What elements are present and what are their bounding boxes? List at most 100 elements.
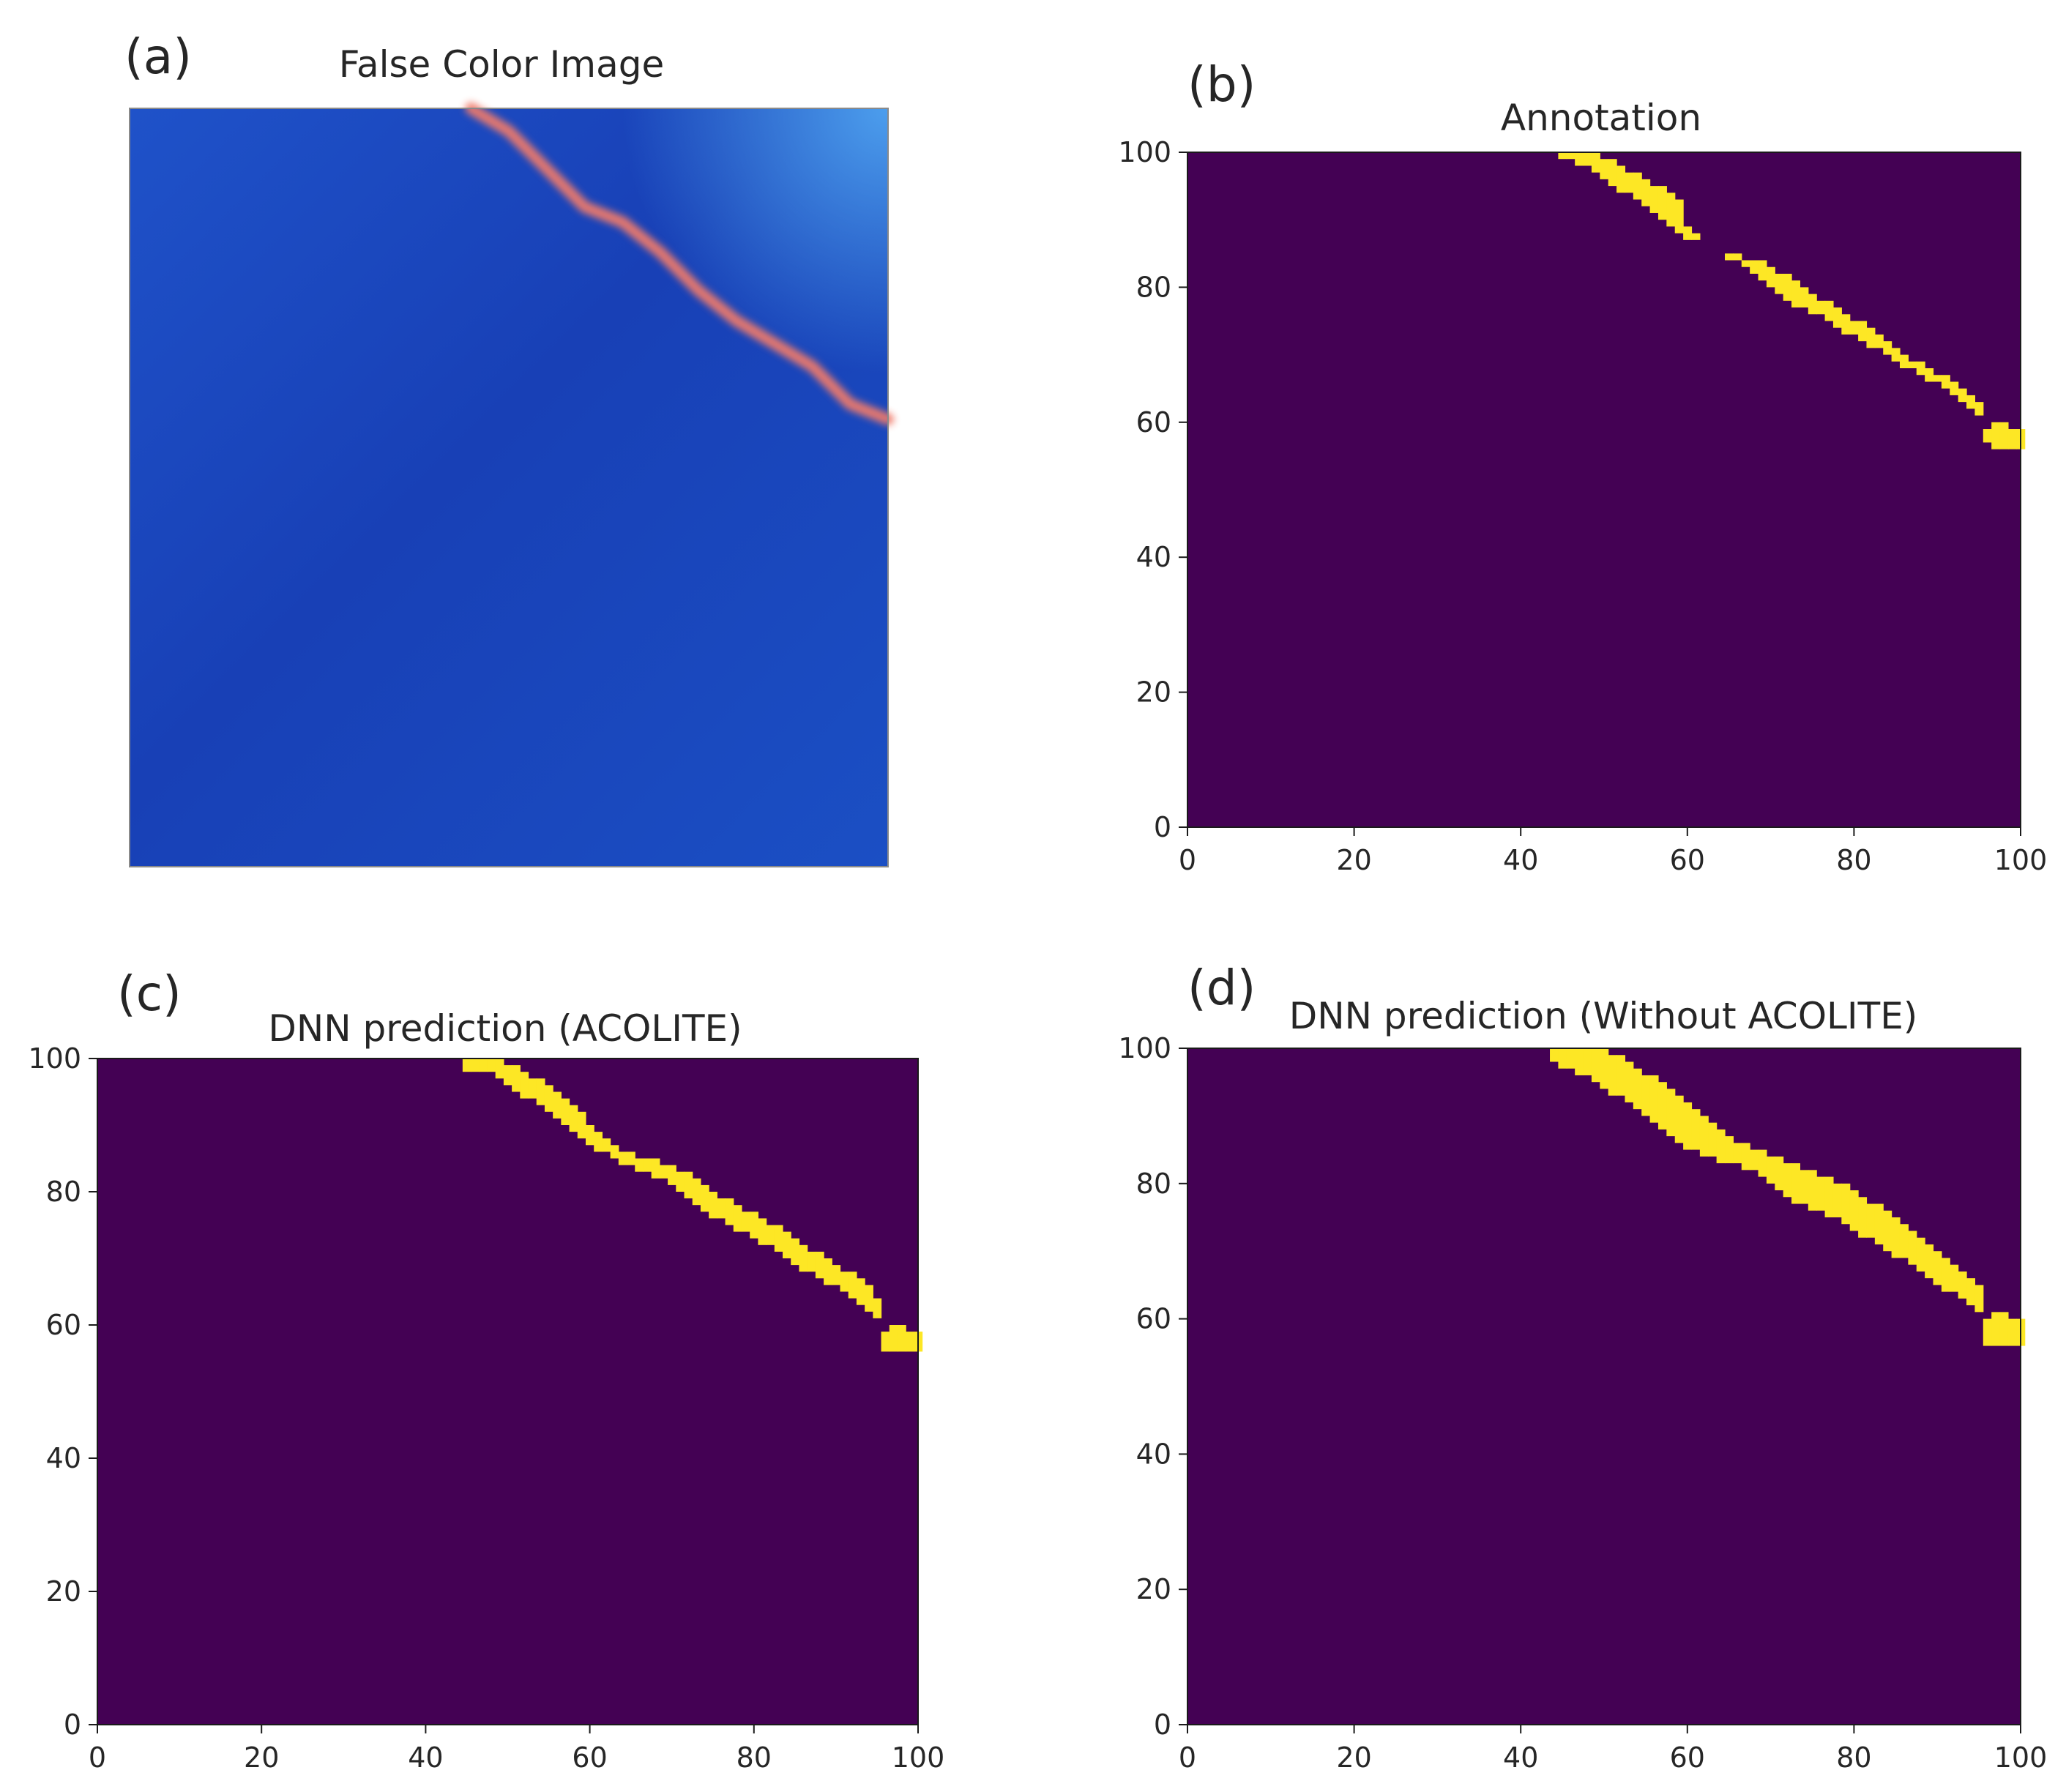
- mask-cell: [1858, 321, 1868, 342]
- mask-cell: [1908, 1231, 1917, 1265]
- panel-c: (c) DNN prediction (ACOLITE) 0 20 40 60 80 10…: [28, 966, 944, 1774]
- mask-cell: [1974, 1285, 1984, 1313]
- mask-cell: [1899, 354, 1909, 369]
- mask-cell: [602, 1138, 611, 1152]
- mask-cell: [807, 1251, 816, 1272]
- mask-cell: [783, 1231, 791, 1258]
- mask-cell: [1600, 159, 1609, 179]
- mask-cell: [1750, 260, 1759, 274]
- mask-cell: [1558, 1048, 1567, 1069]
- without-acolite-prediction-plot: 0 20 40 60 80 100 0 20 40 60 80 100: [1118, 1032, 2047, 1774]
- mask-cell: [1999, 422, 2009, 449]
- mask-cell: [1958, 388, 1967, 403]
- mask-cell: [1908, 361, 1917, 369]
- axes-frame: [1187, 152, 2021, 828]
- mask-cell: [1950, 1264, 1959, 1292]
- mask-cell: [1891, 1217, 1901, 1258]
- mask-cell: [1550, 1048, 1559, 1062]
- mask-cell: [1674, 1095, 1684, 1143]
- mask-cell: [561, 1098, 570, 1125]
- mask-cell: [1916, 1237, 1925, 1272]
- mask-cell: [577, 1111, 586, 1139]
- mask-cell: [627, 1151, 635, 1165]
- mask-cell: [1832, 307, 1842, 328]
- mask-cell: [1683, 1102, 1693, 1150]
- mask-cell: [594, 1132, 603, 1152]
- mask-cell: [1816, 1176, 1826, 1211]
- x-tick-label: 0: [89, 1741, 106, 1774]
- mask-cell: [881, 1332, 890, 1352]
- panel-d: (d) DNN prediction (Without ACOLITE) 0 20…: [1118, 960, 2047, 1774]
- mask-cell: [1725, 253, 1734, 261]
- x-tick-label: 0: [1179, 1741, 1196, 1774]
- mask-cell: [1741, 260, 1750, 267]
- mask-cell: [1891, 348, 1901, 362]
- mask-cell: [1766, 1156, 1775, 1184]
- mask-cell: [471, 1059, 480, 1072]
- x-tick-label: 40: [408, 1741, 443, 1774]
- mask-cell: [1899, 1224, 1909, 1258]
- mask-cell: [635, 1158, 644, 1172]
- y-tick-label: 20: [1136, 1573, 1171, 1605]
- mask-cell: [1941, 375, 1950, 389]
- mask-cell: [1966, 395, 1976, 409]
- mask-cell: [684, 1171, 693, 1199]
- mask-cell: [1716, 1129, 1726, 1164]
- mask-cell: [1816, 300, 1826, 315]
- mask-cell: [1800, 1170, 1809, 1204]
- mask-cell: [799, 1244, 808, 1272]
- mask-cell: [1575, 1048, 1584, 1075]
- y-tick-label: 40: [1136, 541, 1171, 573]
- mask-cell: [2007, 429, 2017, 449]
- panel-b-label: (b): [1187, 56, 1256, 113]
- mask-cell: [1849, 1190, 1859, 1231]
- mask-cell: [1708, 1122, 1718, 1157]
- mask-cell: [1633, 1068, 1642, 1110]
- axes-frame: [97, 1058, 919, 1725]
- heatmap-background: [1187, 152, 2021, 827]
- mask-cell: [1874, 334, 1884, 348]
- y-tick-label: 0: [1154, 1709, 1171, 1741]
- mask-cell: [1800, 287, 1809, 308]
- mask-cell: [1566, 152, 1575, 160]
- mask-cell: [528, 1078, 537, 1099]
- mask-cell: [856, 1278, 865, 1305]
- x-tick-label: 60: [1670, 1741, 1705, 1774]
- x-tick-label: 80: [736, 1741, 772, 1774]
- x-tick-label: 80: [1836, 1741, 1871, 1774]
- mask-cell: [1925, 368, 1934, 382]
- mask-cell: [791, 1238, 800, 1266]
- mask-cell: [1733, 253, 1742, 261]
- mask-cell: [1558, 152, 1567, 160]
- x-tick-label: 40: [1503, 844, 1538, 876]
- mask-cell: [1657, 1082, 1667, 1130]
- mask-cell: [709, 1192, 717, 1219]
- panel-b-title: Annotation: [1501, 97, 1701, 139]
- mask-cell: [840, 1272, 849, 1292]
- mask-cell: [1616, 1055, 1626, 1096]
- mask-cell: [1699, 1116, 1709, 1157]
- mask-cell: [865, 1285, 873, 1312]
- mask-cell: [1758, 1149, 1767, 1177]
- mask-cell: [1950, 381, 1959, 395]
- panel-d-title: DNN prediction (Without ACOLITE): [1289, 995, 1918, 1037]
- false-color-streak: [465, 102, 894, 425]
- panel-a: (a) False Color Image: [124, 29, 894, 867]
- mask-cell: [774, 1225, 783, 1252]
- y-tick-label: 60: [1136, 1303, 1171, 1335]
- mask-cell: [676, 1171, 685, 1192]
- mask-cell: [1733, 1143, 1742, 1164]
- mask-cell: [725, 1198, 734, 1225]
- heatmap-background: [97, 1059, 918, 1725]
- y-tick-label: 20: [1136, 676, 1171, 709]
- mask-cell: [1575, 152, 1584, 166]
- mask-cell: [1883, 1210, 1892, 1252]
- mask-cell: [1858, 1197, 1868, 1238]
- mask-cell: [873, 1298, 882, 1318]
- mask-cell: [758, 1218, 767, 1245]
- false-color-glow: [130, 108, 888, 867]
- mask-cell: [1925, 1244, 1934, 1279]
- mask-cell: [1750, 1149, 1759, 1171]
- x-tick-label: 40: [1503, 1741, 1538, 1774]
